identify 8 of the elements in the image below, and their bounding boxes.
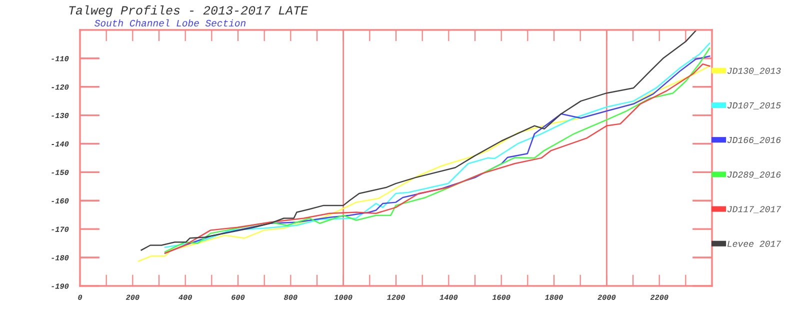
legend-label: JD117_2017	[728, 206, 782, 214]
chart-title: Talweg Profiles - 2013-2017 LATE	[69, 5, 308, 18]
legend-label: JD289_2016	[728, 172, 781, 179]
legend-label: JD166_2016	[728, 136, 781, 144]
legend-label: Levee 2017	[727, 240, 782, 247]
chart-subtitle: South Channel Lobe Section	[94, 19, 246, 26]
legend-label: JD107_2015	[728, 102, 781, 110]
legend-label: JD130_2013	[728, 68, 781, 75]
